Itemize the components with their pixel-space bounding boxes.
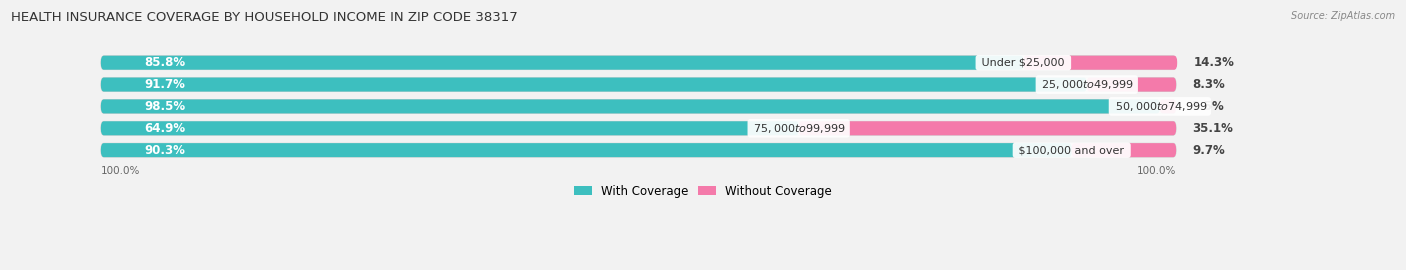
Text: $25,000 to $49,999: $25,000 to $49,999 bbox=[1039, 78, 1135, 91]
FancyBboxPatch shape bbox=[101, 77, 1087, 92]
Text: 9.7%: 9.7% bbox=[1192, 144, 1225, 157]
FancyBboxPatch shape bbox=[101, 143, 1071, 157]
FancyBboxPatch shape bbox=[1160, 99, 1175, 113]
FancyBboxPatch shape bbox=[101, 121, 799, 135]
Text: Source: ZipAtlas.com: Source: ZipAtlas.com bbox=[1291, 11, 1395, 21]
Text: 85.8%: 85.8% bbox=[143, 56, 186, 69]
FancyBboxPatch shape bbox=[101, 121, 1175, 135]
FancyBboxPatch shape bbox=[101, 143, 1175, 157]
Text: 14.3%: 14.3% bbox=[1194, 56, 1234, 69]
Legend: With Coverage, Without Coverage: With Coverage, Without Coverage bbox=[569, 180, 837, 202]
Text: 100.0%: 100.0% bbox=[101, 166, 141, 176]
Text: $50,000 to $74,999: $50,000 to $74,999 bbox=[1112, 100, 1208, 113]
Text: Under $25,000: Under $25,000 bbox=[979, 58, 1069, 68]
Text: 8.3%: 8.3% bbox=[1192, 78, 1225, 91]
FancyBboxPatch shape bbox=[101, 56, 1175, 70]
Text: 90.3%: 90.3% bbox=[143, 144, 184, 157]
FancyBboxPatch shape bbox=[101, 99, 1175, 113]
FancyBboxPatch shape bbox=[1071, 143, 1175, 157]
FancyBboxPatch shape bbox=[799, 121, 1175, 135]
FancyBboxPatch shape bbox=[101, 99, 1160, 113]
Text: 98.5%: 98.5% bbox=[143, 100, 186, 113]
FancyBboxPatch shape bbox=[1087, 77, 1175, 92]
Text: 35.1%: 35.1% bbox=[1192, 122, 1233, 135]
Text: $100,000 and over: $100,000 and over bbox=[1015, 145, 1128, 155]
Text: 91.7%: 91.7% bbox=[143, 78, 184, 91]
FancyBboxPatch shape bbox=[101, 77, 1175, 92]
FancyBboxPatch shape bbox=[1024, 56, 1177, 70]
Text: 1.5%: 1.5% bbox=[1192, 100, 1225, 113]
Text: 64.9%: 64.9% bbox=[143, 122, 186, 135]
FancyBboxPatch shape bbox=[101, 56, 1024, 70]
Text: HEALTH INSURANCE COVERAGE BY HOUSEHOLD INCOME IN ZIP CODE 38317: HEALTH INSURANCE COVERAGE BY HOUSEHOLD I… bbox=[11, 11, 517, 24]
Text: 100.0%: 100.0% bbox=[1136, 166, 1175, 176]
Text: $75,000 to $99,999: $75,000 to $99,999 bbox=[751, 122, 846, 135]
